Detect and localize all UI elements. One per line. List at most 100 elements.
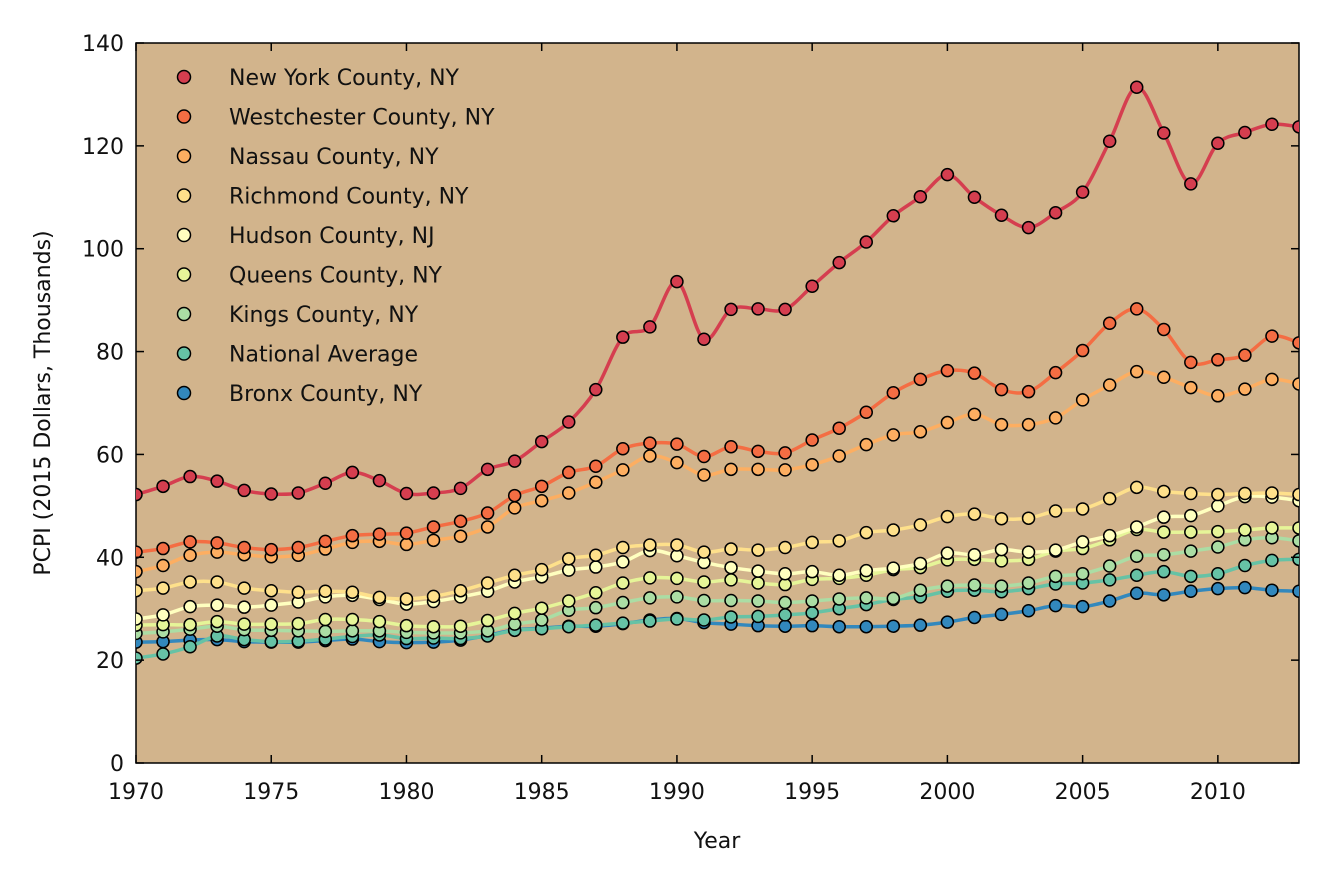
- data-point: [318, 476, 333, 490]
- data-point: [616, 540, 630, 555]
- data-point: [1129, 520, 1144, 534]
- data-point: [183, 469, 197, 484]
- data-point: [1021, 545, 1036, 559]
- data-point: [237, 617, 251, 631]
- data-point: [589, 600, 603, 615]
- data-point: [697, 449, 711, 464]
- data-point: [805, 618, 819, 633]
- data-point: [859, 563, 874, 578]
- data-point: [345, 465, 360, 480]
- legend-marker: [176, 346, 192, 361]
- data-point: [643, 571, 657, 585]
- data-point: [318, 584, 333, 598]
- data-point: [480, 613, 495, 628]
- data-point: [318, 624, 333, 639]
- data-point: [1265, 117, 1279, 132]
- data-point: [507, 568, 522, 583]
- data-point: [156, 647, 170, 661]
- data-point: [291, 585, 306, 600]
- legend-item: New York County, NY: [176, 66, 460, 91]
- y-tick-label: 20: [96, 649, 124, 674]
- x-axis-title: Year: [693, 829, 742, 854]
- data-point: [589, 475, 603, 489]
- data-point: [589, 382, 603, 397]
- data-point: [561, 552, 576, 566]
- data-point: [967, 507, 982, 521]
- data-point: [1265, 521, 1279, 535]
- data-point: [318, 534, 333, 549]
- data-point: [1265, 486, 1279, 500]
- data-point: [426, 486, 441, 500]
- data-point: [967, 366, 982, 380]
- data-point: [291, 540, 306, 555]
- data-point: [136, 487, 143, 502]
- data-point: [372, 473, 387, 488]
- data-point: [724, 593, 738, 608]
- legend-label: Hudson County, NJ: [229, 224, 435, 249]
- data-point: [724, 573, 738, 587]
- data-point: [534, 434, 549, 449]
- data-point: [751, 594, 765, 608]
- y-tick-label: 80: [96, 341, 124, 366]
- data-point: [534, 562, 549, 577]
- data-point: [859, 437, 874, 452]
- data-point: [183, 548, 197, 562]
- data-point: [1102, 378, 1117, 392]
- data-point: [1048, 543, 1063, 557]
- data-point: [1021, 384, 1036, 399]
- data-point: [372, 590, 387, 605]
- data-point: [940, 579, 955, 593]
- data-point: [264, 598, 278, 612]
- data-point: [480, 576, 495, 590]
- data-point: [561, 415, 576, 429]
- data-point: [453, 481, 468, 496]
- data-point: [805, 457, 819, 472]
- data-point: [183, 599, 197, 614]
- data-point: [399, 537, 414, 552]
- data-point: [697, 468, 711, 482]
- data-point: [1292, 584, 1299, 598]
- data-point: [1129, 586, 1144, 601]
- data-point: [913, 425, 928, 439]
- data-point: [1102, 134, 1117, 148]
- data-point: [805, 606, 819, 620]
- data-point: [210, 536, 224, 550]
- data-point: [1102, 316, 1117, 331]
- data-point: [1292, 521, 1299, 535]
- data-point: [913, 372, 928, 387]
- data-point: [1292, 534, 1299, 548]
- data-point: [913, 618, 928, 632]
- data-point: [426, 619, 441, 634]
- legend: New York County, NY Westchester County, N…: [176, 66, 495, 407]
- data-point: [1238, 125, 1252, 140]
- data-point: [291, 486, 306, 500]
- legend-item: Kings County, NY: [176, 303, 419, 328]
- data-point: [967, 190, 982, 205]
- data-point: [1184, 584, 1198, 598]
- data-point: [534, 613, 549, 627]
- data-point: [940, 615, 955, 629]
- data-point: [156, 558, 170, 573]
- data-point: [237, 581, 251, 595]
- data-point: [1129, 302, 1144, 316]
- series-westchester-county-ny: [136, 302, 1299, 559]
- data-point: [426, 520, 441, 534]
- data-point: [778, 463, 792, 477]
- data-point: [1048, 205, 1063, 220]
- data-point: [372, 527, 387, 541]
- data-point: [886, 209, 901, 223]
- data-point: [994, 542, 1009, 557]
- data-point: [534, 479, 549, 494]
- data-point: [643, 449, 657, 463]
- x-tick-label: 1985: [514, 780, 570, 805]
- data-point: [1021, 417, 1036, 432]
- data-point: [1157, 126, 1171, 140]
- data-point: [1102, 559, 1117, 573]
- data-point: [994, 382, 1009, 397]
- data-point: [751, 302, 765, 316]
- data-point: [913, 190, 928, 204]
- x-tick-label: 2000: [919, 780, 975, 805]
- x-tick-label: 1990: [649, 780, 705, 805]
- data-point: [480, 462, 495, 477]
- data-point: [1048, 504, 1063, 518]
